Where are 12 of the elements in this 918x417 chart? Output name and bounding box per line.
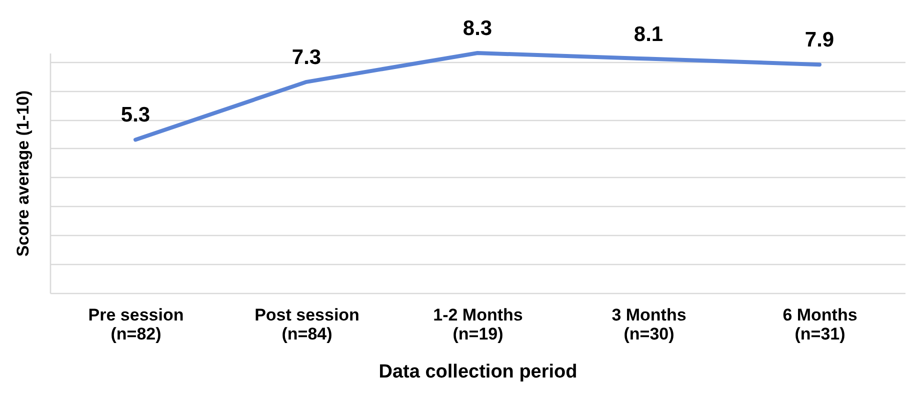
data-label: 8.3 [462,17,492,40]
x-axis-title: Data collection period [378,362,578,382]
data-label: 7.3 [292,46,322,69]
data-label: 5.3 [120,104,150,127]
x-tick-label: 6 Months (n=31) [782,306,858,344]
x-tick-label: 3 Months (n=30) [612,306,686,344]
x-tick-label: Post session (n=84) [254,306,360,344]
x-tick-label: 1-2 Months (n=19) [433,306,523,344]
data-label: 7.9 [804,28,834,52]
data-label: 8.1 [634,22,664,46]
y-axis-title: Score average (1-10) [14,90,32,257]
x-tick-label: Pre session (n=82) [88,306,184,344]
